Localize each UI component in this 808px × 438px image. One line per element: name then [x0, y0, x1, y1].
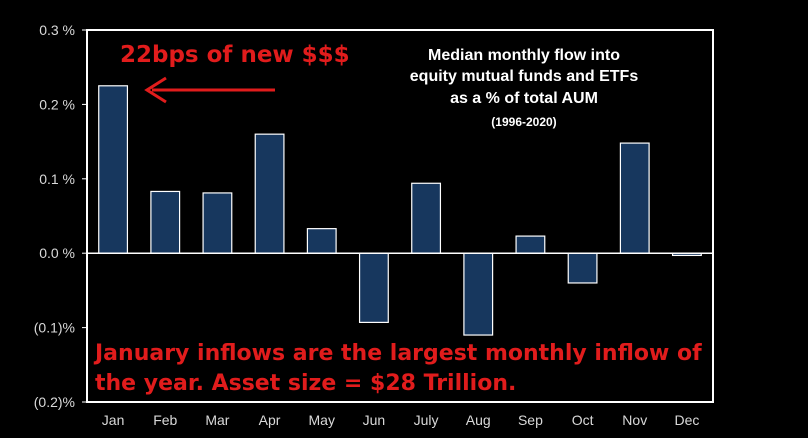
x-tick-label: Dec — [674, 412, 699, 428]
y-tick-label: 0.0 % — [39, 245, 75, 261]
chart-title: Median monthly flow into equity mutual f… — [410, 47, 639, 129]
bar-mar — [202, 192, 233, 254]
x-tick-label: Mar — [205, 412, 229, 428]
plot-frame — [86, 29, 714, 403]
y-tick-label: (0.2)% — [34, 394, 75, 410]
title-line-2: equity mutual funds and ETFs — [410, 68, 639, 85]
bar-may — [306, 228, 337, 254]
x-tick-label: Apr — [259, 412, 281, 428]
y-tick-label: 0.1 % — [39, 171, 75, 187]
bar-july — [411, 182, 442, 254]
bar-jan — [98, 85, 129, 254]
bar-apr — [254, 133, 285, 254]
bar-feb — [150, 190, 181, 254]
callout-text: 22bps of new $$$ — [120, 42, 350, 68]
y-tick-label: (0.1)% — [34, 320, 75, 336]
x-tick-label: May — [309, 412, 335, 428]
chart-subtitle: (1996-2020) — [491, 115, 556, 129]
y-tick-label: 0.3 % — [39, 22, 75, 38]
footer-line-2: the year. Asset size = $28 Trillion. — [95, 371, 516, 396]
x-tick-label: Jun — [363, 412, 386, 428]
x-tick-label: Aug — [466, 412, 491, 428]
bar-sep — [515, 235, 546, 254]
bars — [98, 85, 702, 336]
x-tick-label: Oct — [572, 412, 594, 428]
y-axis-ticks: 0.3 % 0.2 % 0.1 % 0.0 % (0.1)% (0.2)% — [34, 22, 87, 410]
x-tick-label: Sep — [518, 412, 543, 428]
x-tick-label: July — [414, 412, 439, 428]
callout-arrow — [144, 76, 275, 104]
x-tick-label: Feb — [153, 412, 177, 428]
bar-oct — [567, 252, 598, 284]
bar-jun — [358, 252, 389, 323]
x-axis-labels: Jan Feb Mar Apr May Jun July Aug Sep Oct Nov Dec — [102, 412, 700, 428]
title-line-1: Median monthly flow into — [428, 47, 620, 64]
x-tick-label: Jan — [102, 412, 125, 428]
y-tick-label: 0.2 % — [39, 96, 75, 112]
bar-aug — [463, 252, 494, 336]
title-line-3: as a % of total AUM — [450, 90, 598, 107]
bar-nov — [619, 142, 650, 254]
footer-line-1: January inflows are the largest monthly … — [93, 341, 702, 366]
x-tick-label: Nov — [622, 412, 647, 428]
